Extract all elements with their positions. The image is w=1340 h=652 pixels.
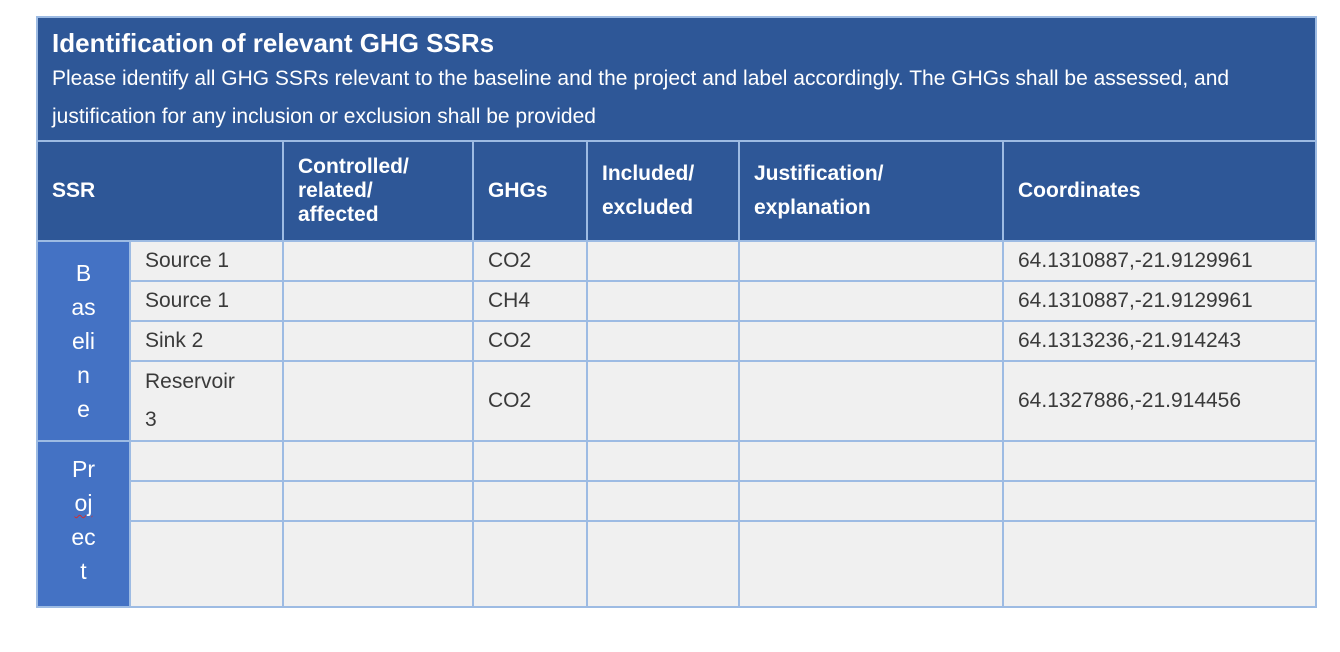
cell-coordinates[interactable] (1001, 480, 1318, 522)
cell-justification[interactable] (738, 360, 1004, 442)
col-header-ssr: SSR (36, 140, 284, 242)
group-label-part: n (77, 362, 90, 388)
cell-justification[interactable] (738, 520, 1004, 608)
ssr-table: Identification of relevant GHG SSRs Plea… (35, 16, 1318, 608)
col-header-included-line1: Included/ (602, 162, 695, 185)
cell-justification[interactable] (738, 280, 1004, 322)
cell-ghg[interactable] (472, 520, 588, 608)
cell-controlled[interactable] (282, 440, 474, 482)
cell-justification[interactable] (738, 480, 1004, 522)
table-row: Source 1 CH4 64.1310887,-21.9129961 (37, 280, 1318, 322)
col-header-controlled-line3: affected (298, 203, 379, 226)
col-header-included-line2: excluded (602, 196, 694, 219)
cell-ghg[interactable]: CO2 (472, 320, 588, 362)
table-row (37, 520, 1318, 608)
group-label-part: e (77, 396, 90, 422)
cell-controlled[interactable] (282, 360, 474, 442)
cell-controlled[interactable] (282, 240, 474, 282)
cell-ssr[interactable]: Source 1 (129, 240, 284, 282)
cell-controlled[interactable] (282, 480, 474, 522)
cell-ssr-line2: 3 (145, 408, 157, 431)
col-header-controlled-line1: Controlled/ (298, 155, 409, 178)
ssr-identification-form: Identification of relevant GHG SSRs Plea… (35, 16, 1318, 608)
col-header-coordinates: Coordinates (1001, 140, 1318, 242)
col-header-ghgs: GHGs (472, 140, 588, 242)
cell-included[interactable] (586, 440, 740, 482)
cell-controlled[interactable] (282, 280, 474, 322)
cell-justification[interactable] (738, 240, 1004, 282)
group-label-part: oj (74, 490, 93, 516)
cell-included[interactable] (586, 320, 740, 362)
table-row: Sink 2 CO2 64.1313236,-21.914243 (37, 320, 1318, 362)
col-header-included: Included/ excluded (586, 140, 740, 242)
cell-ghg[interactable]: CO2 (472, 240, 588, 282)
cell-included[interactable] (586, 360, 740, 442)
cell-included[interactable] (586, 240, 740, 282)
cell-ghg[interactable]: CO2 (472, 360, 588, 442)
cell-ssr[interactable] (129, 480, 284, 522)
column-header-row: SSR Controlled/ related/ affected GHGs I… (36, 140, 1318, 242)
cell-justification[interactable] (738, 440, 1004, 482)
cell-included[interactable] (586, 520, 740, 608)
cell-ssr[interactable] (129, 520, 284, 608)
banner-row: Identification of relevant GHG SSRs Plea… (35, 16, 1318, 142)
col-header-controlled-line2: related/ (298, 179, 373, 202)
table-row: Reservoir 3 CO2 64.1327886,-21.914456 (37, 360, 1318, 442)
col-header-justification-line2: explanation (754, 196, 871, 219)
col-header-justification: Justification/ explanation (738, 140, 1004, 242)
cell-controlled[interactable] (282, 520, 474, 608)
banner-title: Identification of relevant GHG SSRs (52, 28, 495, 58)
group-label-part: eli (71, 328, 95, 354)
cell-ghg[interactable] (472, 440, 588, 482)
cell-coordinates[interactable]: 64.1310887,-21.9129961 (1001, 240, 1318, 282)
banner-description: Please identify all GHG SSRs relevant to… (52, 67, 1230, 128)
cell-coordinates[interactable]: 64.1327886,-21.914456 (1001, 360, 1318, 442)
banner: Identification of relevant GHG SSRs Plea… (35, 16, 1318, 142)
cell-ghg[interactable] (472, 480, 588, 522)
cell-justification[interactable] (738, 320, 1004, 362)
group-label-baseline: B as eli n e (36, 240, 131, 442)
group-label-part: ec (71, 524, 96, 550)
cell-controlled[interactable] (282, 320, 474, 362)
group-label-part: t (80, 558, 87, 584)
cell-ssr[interactable]: Sink 2 (129, 320, 284, 362)
group-label-part: B (75, 260, 92, 286)
cell-coordinates[interactable]: 64.1313236,-21.914243 (1001, 320, 1318, 362)
col-header-justification-line1: Justification/ (754, 162, 884, 185)
group-label-part: as (71, 294, 96, 320)
cell-coordinates[interactable] (1001, 520, 1318, 608)
table-row (37, 480, 1318, 522)
cell-ssr[interactable]: Reservoir 3 (129, 360, 284, 442)
cell-ssr-line1: Reservoir (145, 370, 235, 393)
table-row: B as eli n e Source 1 CO2 64.1310887,-21… (36, 240, 1318, 442)
cell-ssr[interactable] (129, 440, 284, 482)
cell-included[interactable] (586, 480, 740, 522)
table-row: Pr oj ec t (36, 440, 1318, 608)
cell-included[interactable] (586, 280, 740, 322)
group-label-project: Pr oj ec t (36, 440, 131, 608)
cell-coordinates[interactable] (1001, 440, 1318, 482)
cell-coordinates[interactable]: 64.1310887,-21.9129961 (1001, 280, 1318, 322)
col-header-controlled: Controlled/ related/ affected (282, 140, 474, 242)
cell-ssr[interactable]: Source 1 (129, 280, 284, 322)
group-label-part: Pr (72, 456, 95, 482)
cell-ghg[interactable]: CH4 (472, 280, 588, 322)
